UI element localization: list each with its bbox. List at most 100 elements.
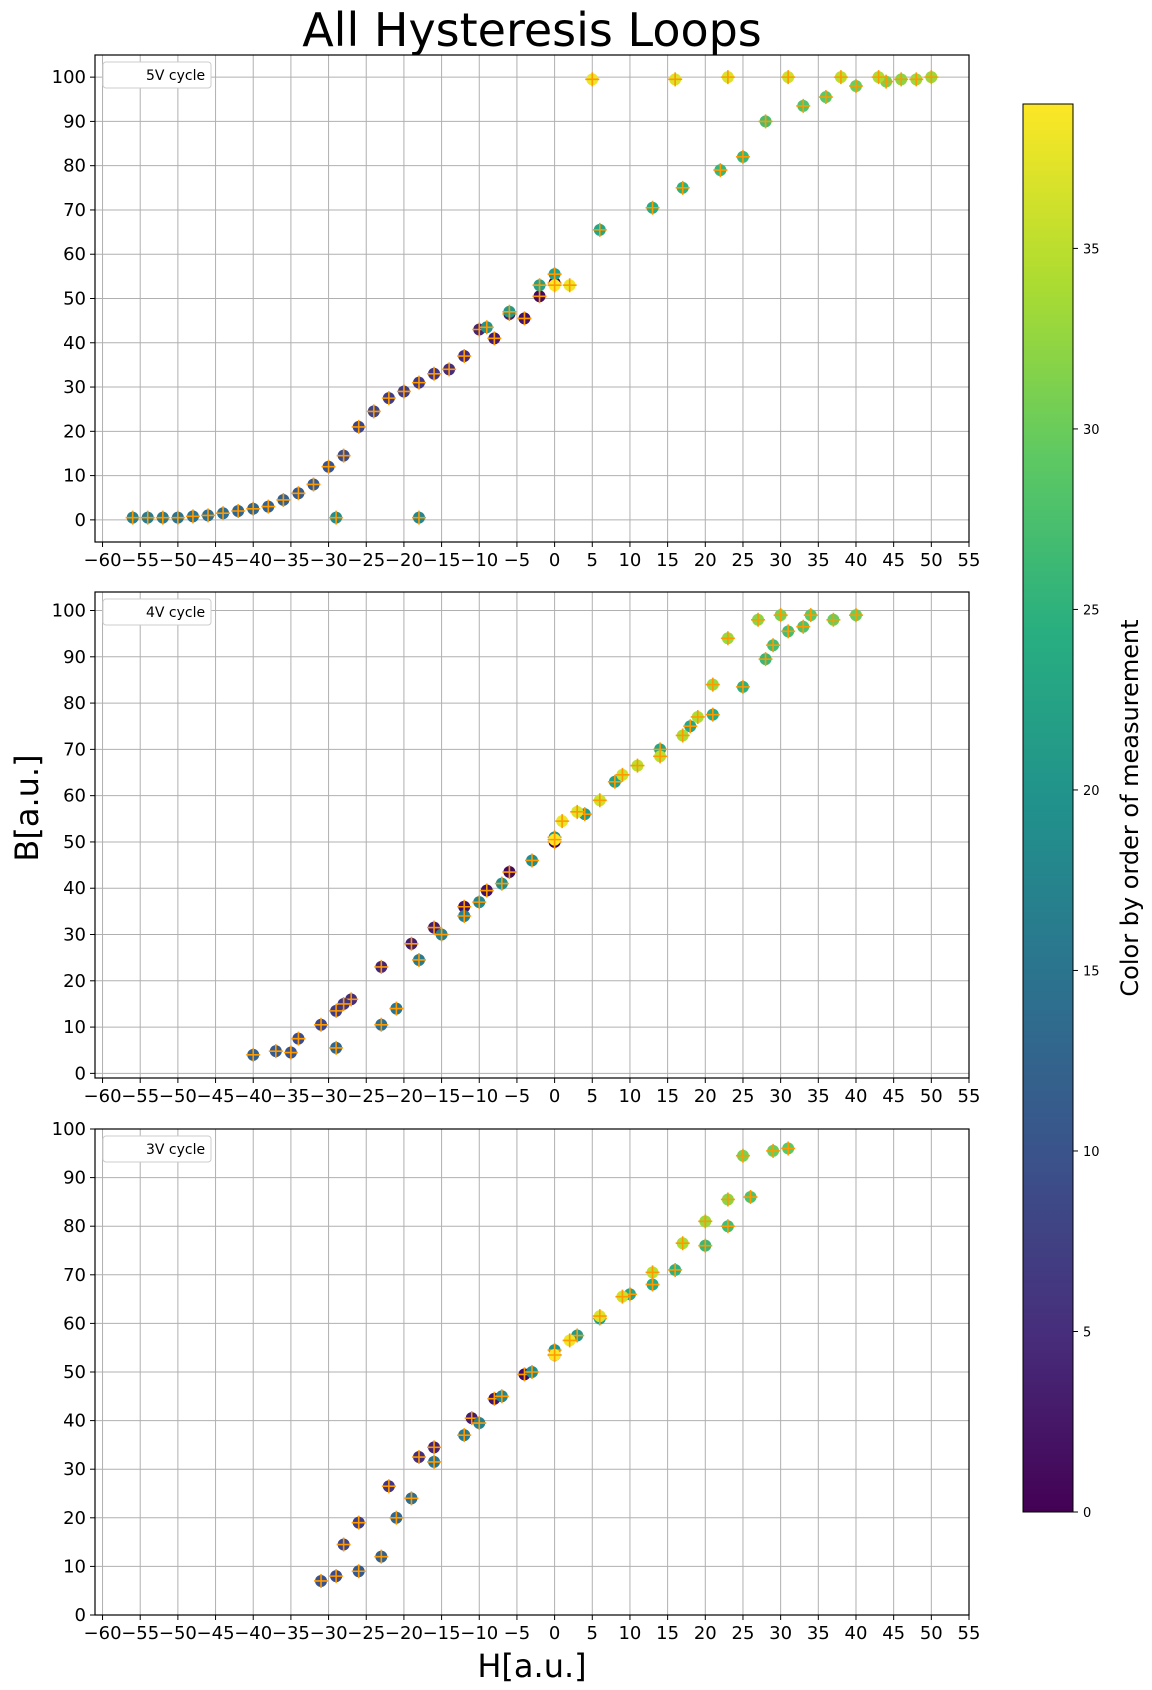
point-cross (336, 448, 351, 463)
x-tick-label: −30 (310, 1623, 348, 1644)
point-cross (555, 814, 570, 829)
x-tick-label: −45 (197, 1086, 235, 1107)
point-cross (615, 1289, 630, 1304)
point-cross (818, 90, 833, 105)
point-cross (246, 501, 261, 516)
y-tick-label: 70 (63, 1265, 86, 1286)
legend: 3V cycle (102, 1135, 212, 1163)
x-tick-label: −55 (121, 1623, 159, 1644)
point-cross (291, 1031, 306, 1046)
point-cross (411, 952, 426, 967)
point-cross (720, 1219, 735, 1234)
y-tick-label: 90 (63, 111, 86, 132)
data-point (705, 707, 720, 722)
y-tick-label: 60 (63, 244, 86, 265)
data-point (713, 163, 728, 178)
x-tick-label: −30 (310, 1086, 348, 1107)
x-tick-label: 50 (920, 1086, 943, 1107)
point-cross (592, 1309, 607, 1324)
data-point (321, 459, 336, 474)
data-point (720, 631, 735, 646)
x-tick-label: 35 (807, 1623, 830, 1644)
point-cross (525, 853, 539, 868)
x-tick-label: 5 (587, 1623, 598, 1644)
point-cross (427, 920, 442, 935)
point-cross (773, 608, 788, 623)
point-cross (743, 1190, 758, 1205)
colorbar-tick-label: 10 (1083, 1145, 1100, 1160)
data-point (751, 612, 766, 627)
data-point (479, 320, 494, 335)
data-point (494, 1389, 509, 1404)
data-point (494, 876, 509, 891)
x-tick-label: −60 (84, 550, 122, 571)
point-cross (894, 72, 909, 87)
point-cross (607, 774, 622, 789)
panel-2: −60 −55 −50 −45 −40 −35 −30 −25 −20 −15 −10 −5 0 5 10 1… (52, 591, 980, 1107)
y-tick-label: 100 (52, 1119, 86, 1140)
point-cross (472, 895, 487, 910)
point-cross (758, 652, 773, 667)
data-point (351, 1515, 366, 1530)
data-point (547, 267, 562, 282)
data-point (374, 1549, 389, 1564)
point-cross (848, 608, 863, 623)
data-point (155, 510, 170, 525)
data-point (427, 366, 442, 381)
y-tick-label: 50 (63, 1362, 86, 1383)
data-point (532, 278, 547, 293)
point-cross (924, 70, 939, 85)
y-tick-label: 10 (63, 1017, 86, 1038)
legend-box (102, 61, 212, 89)
data-point (630, 758, 645, 773)
x-tick-label: −60 (84, 1623, 122, 1644)
point-cross (592, 793, 607, 808)
point-cross (653, 749, 668, 764)
point-cross (547, 278, 562, 293)
point-cross (532, 278, 547, 293)
point-cross (185, 509, 200, 524)
y-tick-label: 80 (63, 693, 86, 714)
x-tick-label: 40 (845, 550, 868, 571)
x-tick-label: 35 (807, 550, 830, 571)
x-tick-label: 55 (958, 1623, 981, 1644)
point-cross (374, 1549, 389, 1564)
point-cross (366, 404, 381, 419)
point-cross (404, 936, 419, 951)
point-cross (140, 510, 155, 525)
colorbar-label: Color by order of measurement (1116, 619, 1144, 996)
data-point (261, 499, 276, 514)
data-point (411, 952, 426, 967)
data-point (381, 391, 396, 406)
point-cross (283, 1045, 298, 1060)
x-tick-label: 45 (882, 1086, 905, 1107)
point-cross (494, 876, 509, 891)
data-point (894, 72, 909, 87)
data-point (773, 608, 788, 623)
point-cross (630, 758, 645, 773)
x-tick-label: 25 (732, 1086, 755, 1107)
data-point (434, 927, 449, 942)
y-tick-label: 10 (63, 466, 86, 487)
x-tick-label: −50 (159, 1623, 197, 1644)
y-tick-label: 80 (63, 156, 86, 177)
point-cross (336, 1537, 351, 1552)
colorbar: 0 5 10 15 20 25 30 35 Color by order of measure… (1022, 103, 1144, 1521)
point-cross (796, 619, 811, 634)
data-point (909, 72, 924, 87)
data-point (457, 909, 472, 923)
data-point (314, 1017, 329, 1032)
x-tick-label: −5 (504, 1086, 531, 1107)
point-cross (909, 72, 924, 87)
x-tick-label: −30 (310, 550, 348, 571)
point-cross (502, 304, 517, 319)
point-cross (351, 419, 366, 434)
x-tick-label: 25 (732, 550, 755, 571)
point-cross (306, 477, 321, 492)
data-point (502, 304, 517, 319)
x-tick-label: −25 (347, 550, 385, 571)
y-tick-label: 70 (63, 200, 86, 221)
data-point (366, 404, 381, 419)
point-cross (314, 1573, 329, 1588)
point-cross (735, 679, 750, 694)
